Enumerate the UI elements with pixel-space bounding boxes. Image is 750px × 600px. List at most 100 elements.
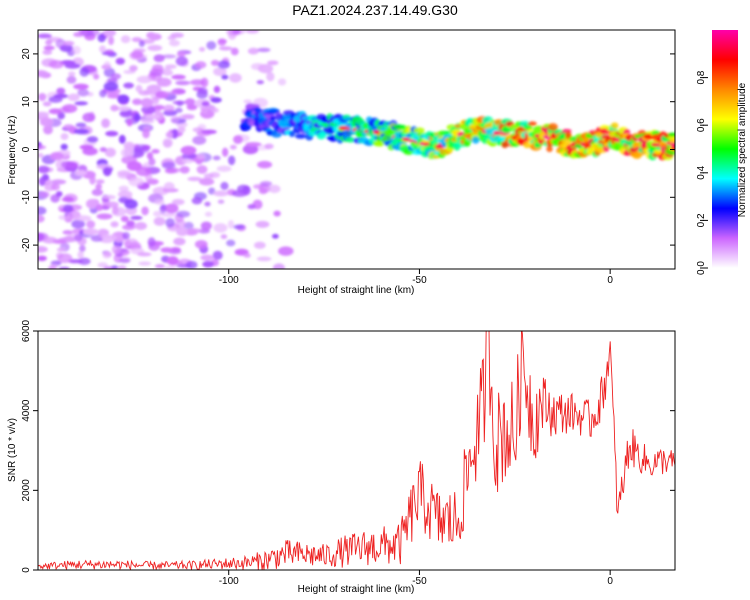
heatmap-cell <box>227 220 235 229</box>
heatmap-cell <box>75 215 92 222</box>
heatmap-cell <box>267 60 279 66</box>
heatmap-cell <box>547 123 558 131</box>
heatmap-cell <box>136 75 153 84</box>
heatmap-cell <box>66 75 77 84</box>
heatmap-cell <box>259 180 273 187</box>
heatmap-cell <box>62 204 74 213</box>
heatmap-cell <box>102 166 112 177</box>
x-tick-label: 0 <box>607 275 613 286</box>
y-tick-label: 0 <box>21 567 32 573</box>
heatmap-cell <box>38 255 47 262</box>
heatmap-cell <box>118 134 126 144</box>
heatmap-cell <box>156 77 172 87</box>
heatmap-cell <box>204 211 213 217</box>
colorbar-label: Normalized spectral amplitude <box>737 82 748 217</box>
heatmap-cell <box>217 60 230 69</box>
heatmap-cell <box>38 92 47 102</box>
heatmap-cell <box>271 233 279 239</box>
heatmap-cell <box>171 128 178 139</box>
heatmap-cell <box>51 183 60 191</box>
heatmap-cell <box>159 205 167 214</box>
heatmap-cell <box>123 82 134 89</box>
heatmap-cell <box>253 241 266 249</box>
x-tick-label: 0 <box>607 576 613 587</box>
heatmap-cell <box>187 176 202 182</box>
heatmap-cell <box>277 78 287 86</box>
heatmap-cell <box>273 210 281 217</box>
heatmap-cell <box>233 135 243 144</box>
heatmap-cell <box>166 256 179 266</box>
heatmap-cell <box>175 219 186 229</box>
heatmap-cell <box>181 158 194 164</box>
heatmap-cell <box>191 197 203 205</box>
heatmap-cell <box>196 165 208 174</box>
heatmap-cell <box>213 223 228 233</box>
heatmap-cell <box>230 47 239 56</box>
heatmap-cell <box>165 131 174 138</box>
y-tick-label: 20 <box>21 48 32 60</box>
heatmap-cell <box>185 260 198 269</box>
heatmap-cell <box>38 145 47 150</box>
heatmap-cell <box>58 266 70 269</box>
heatmap-cell <box>77 257 91 265</box>
heatmap-cell <box>213 85 221 94</box>
heatmap-cell <box>115 105 131 112</box>
x-tick-label: -50 <box>412 576 427 587</box>
heatmap-cell <box>117 265 127 269</box>
heatmap-cell <box>183 221 194 230</box>
heatmap-cell <box>120 215 129 223</box>
heatmap-cell <box>73 83 89 90</box>
heatmap-cell <box>103 81 119 92</box>
y-tick-label: 4000 <box>21 399 32 422</box>
heatmap-cell <box>50 179 67 185</box>
heatmap-cell <box>132 98 143 106</box>
heatmap-cell <box>257 160 273 169</box>
heatmap-cell <box>58 214 71 221</box>
heatmap-cell <box>99 147 107 153</box>
heatmap-cell <box>250 63 265 71</box>
heatmap-cell <box>103 30 117 37</box>
heatmap-cell <box>196 154 206 160</box>
heatmap-cell <box>146 88 160 95</box>
heatmap-cell <box>61 197 75 202</box>
heatmap-cell <box>163 181 175 192</box>
heatmap-cell <box>79 144 94 150</box>
heatmap-cell <box>123 141 135 150</box>
heatmap-cell <box>186 104 198 111</box>
heatmap-cell <box>62 230 73 235</box>
heatmap-cell <box>197 87 208 95</box>
heatmap-cell <box>131 50 144 59</box>
y-tick-label: -10 <box>21 190 32 205</box>
heatmap-cell <box>126 220 135 227</box>
snr-series-line <box>38 331 675 570</box>
heatmap-cell <box>232 30 241 35</box>
heatmap-cell <box>600 128 609 135</box>
heatmap-cell <box>134 221 147 230</box>
heatmap-cell <box>266 71 275 82</box>
heatmap-cell <box>97 33 106 43</box>
heatmap-cell <box>95 183 102 190</box>
colorbar-tick-label: 0.8 <box>696 70 707 84</box>
heatmap-cell <box>118 258 131 264</box>
heatmap-cell <box>147 237 156 247</box>
snr-plot-area <box>38 331 675 570</box>
heatmap-cell <box>264 143 274 150</box>
snr-y-label: SNR (10 * v/v) <box>7 418 18 482</box>
heatmap-cell <box>154 104 165 110</box>
heatmap-cell <box>154 199 165 205</box>
heatmap-cell <box>161 161 176 170</box>
snr-x-ticks: -100 -50 0 <box>219 570 613 587</box>
heatmap-cell <box>129 65 138 72</box>
heatmap-cell <box>163 91 177 96</box>
heatmap-cell <box>345 137 356 143</box>
heatmap-cell <box>55 191 63 197</box>
heatmap-cell <box>129 241 141 250</box>
heatmap-cell <box>220 181 229 191</box>
heatmap-cell <box>135 84 143 93</box>
heatmap-cell <box>128 177 145 187</box>
heatmap-cell <box>413 127 425 134</box>
heatmap-cell <box>170 115 180 124</box>
heatmap-cell <box>242 144 259 155</box>
heatmap-cell <box>170 32 184 38</box>
heatmap-cell <box>79 67 90 77</box>
